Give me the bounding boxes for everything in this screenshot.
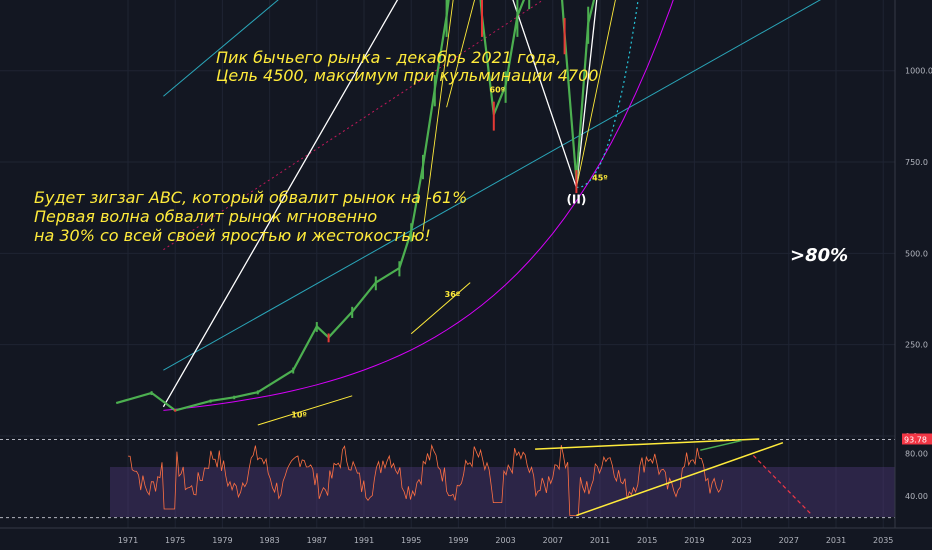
- price-line: [115, 0, 596, 412]
- y-tick-label: 250.0: [905, 341, 928, 350]
- y-tick-label: 1000.0: [905, 67, 932, 76]
- angle-line: [410, 282, 471, 335]
- x-tick-label: 1999: [448, 536, 468, 545]
- rsi-tick-label: 40.00: [905, 492, 928, 501]
- x-tick-label: 2007: [543, 536, 563, 545]
- rsi-arrow-red: [752, 455, 813, 516]
- y-axis: 4500.04250.04000.03750.03500.03250.03000…: [894, 0, 932, 528]
- price-series: [115, 0, 596, 412]
- parabolic-curve: [163, 0, 674, 411]
- x-tick-label: 1991: [354, 536, 374, 545]
- x-tick-label: 2015: [637, 536, 657, 545]
- rsi-value-label: 93.78: [904, 435, 927, 444]
- angle-label: 10º: [291, 411, 307, 420]
- drawings: [162, 0, 821, 426]
- channel-mid: [163, 0, 544, 251]
- peak-annotation-line-1: Пик бычьего рынка - декабрь 2021 года,: [216, 48, 562, 67]
- zigzag-annotation-line-1: Будет зигзаг ABC, который обвалит рынок …: [34, 188, 468, 207]
- y-tick-label: 750.0: [905, 158, 928, 167]
- rsi-trend-upper: [535, 438, 760, 450]
- channel-upper: [163, 0, 279, 97]
- rsi-trend-lower: [576, 441, 784, 517]
- x-tick-label: 2003: [495, 536, 515, 545]
- x-tick-label: 2023: [731, 536, 751, 545]
- rsi-line: [127, 443, 724, 516]
- angle-label: 60º: [490, 86, 506, 95]
- x-tick-label: 1987: [307, 536, 327, 545]
- rsi-arrow-green: [700, 439, 742, 451]
- x-axis: 1971 1975 1979 1983 1987 1991 1995 1999 2003 2007…: [0, 527, 932, 545]
- rsi-tick-label: 80.00: [905, 449, 928, 458]
- y-tick-label: 500.0: [905, 249, 928, 258]
- x-tick-label: 1979: [212, 536, 232, 545]
- percent-annotation: >80%: [790, 245, 849, 266]
- x-tick-label: 2011: [590, 536, 610, 545]
- angle-label: 45º: [592, 173, 608, 182]
- x-tick-label: 1995: [401, 536, 421, 545]
- rsi-label-box: [902, 433, 932, 445]
- x-tick-label: 1983: [259, 536, 279, 545]
- rsi-series: [0, 438, 895, 519]
- x-tick-label: 2019: [684, 536, 704, 545]
- peak-annotation-line-2: Цель 4500, максимум при кульминации 4700: [216, 66, 599, 85]
- channel-lower: [163, 0, 821, 371]
- zigzag-annotation-line-2: Первая волна обвалит рынок мгновенно: [34, 207, 378, 226]
- x-tick-label: 1971: [118, 536, 138, 545]
- zigzag-annotation-line-3: на 30% со всей своей яростью и жестокост…: [34, 226, 431, 245]
- x-tick-label: 2031: [826, 536, 846, 545]
- x-tick-label: 1975: [165, 536, 185, 545]
- angle-line: [257, 395, 353, 426]
- angle-line: [575, 0, 616, 188]
- wave-label: (II): [566, 193, 586, 207]
- angle-label: 36º: [445, 290, 461, 299]
- chart-labels: (I)(II)(III)(IV)(V)10º36º60º45º77º: [291, 86, 608, 420]
- angle-line: [422, 0, 454, 232]
- angle-line: [446, 0, 475, 108]
- x-tick-label: 2035: [873, 536, 893, 545]
- x-tick-label: 2027: [779, 536, 799, 545]
